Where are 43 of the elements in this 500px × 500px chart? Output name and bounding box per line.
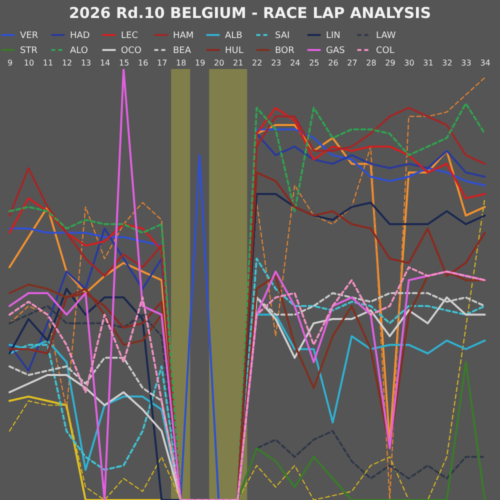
legend-label: ALB <box>225 31 242 41</box>
x-tick-label: 15 <box>118 58 130 68</box>
legend-label: BOR <box>275 46 294 56</box>
x-tick-label: 21 <box>233 58 244 68</box>
x-tick-label: 34 <box>480 58 490 68</box>
x-tick-label: 23 <box>271 58 282 68</box>
x-tick-label: 33 <box>461 58 472 68</box>
x-tick-label: 26 <box>328 58 338 68</box>
x-tick-label: 11 <box>42 58 54 68</box>
legend-label: HAM <box>173 31 194 41</box>
x-tick-label: 13 <box>80 58 92 68</box>
legend-label: STR <box>20 46 38 56</box>
x-tick-label: 22 <box>252 58 262 68</box>
legend-label: VER <box>20 31 38 41</box>
x-tick-label: 9 <box>7 58 13 68</box>
legend-label: GAS <box>326 46 346 56</box>
x-tick-label: 10 <box>24 58 34 68</box>
x-tick-label: 18 <box>176 58 186 68</box>
legend-label: SAI <box>275 31 290 41</box>
x-tick-label: 16 <box>138 58 148 68</box>
x-tick-label: 27 <box>347 58 358 68</box>
legend-label: COL <box>376 46 394 56</box>
x-tick-label: 20 <box>214 58 224 68</box>
x-tick-label: 32 <box>442 58 452 68</box>
x-tick-label: 19 <box>195 58 206 68</box>
legend-label: LEC <box>121 31 138 41</box>
chart-title: 2026 Rd.10 BELGIUM - RACE LAP ANALYSIS <box>68 4 432 22</box>
legend-label: HAD <box>70 31 90 41</box>
legend-label: ALO <box>70 46 88 56</box>
x-tick-label: 17 <box>157 58 168 68</box>
x-tick-label: 28 <box>366 58 376 68</box>
legend-label: LAW <box>376 31 396 41</box>
legend-label: OCO <box>121 46 142 56</box>
x-tick-label: 29 <box>385 58 396 68</box>
x-tick-label: 25 <box>309 58 320 68</box>
x-tick-label: 14 <box>100 58 110 68</box>
legend-label: BEA <box>173 46 192 56</box>
x-tick-label: 30 <box>404 58 414 68</box>
x-tick-label: 12 <box>62 58 72 68</box>
x-tick-label: 31 <box>423 58 434 68</box>
legend-label: LIN <box>326 31 340 41</box>
x-tick-label: 24 <box>290 58 300 68</box>
legend-label: HUL <box>225 46 244 56</box>
